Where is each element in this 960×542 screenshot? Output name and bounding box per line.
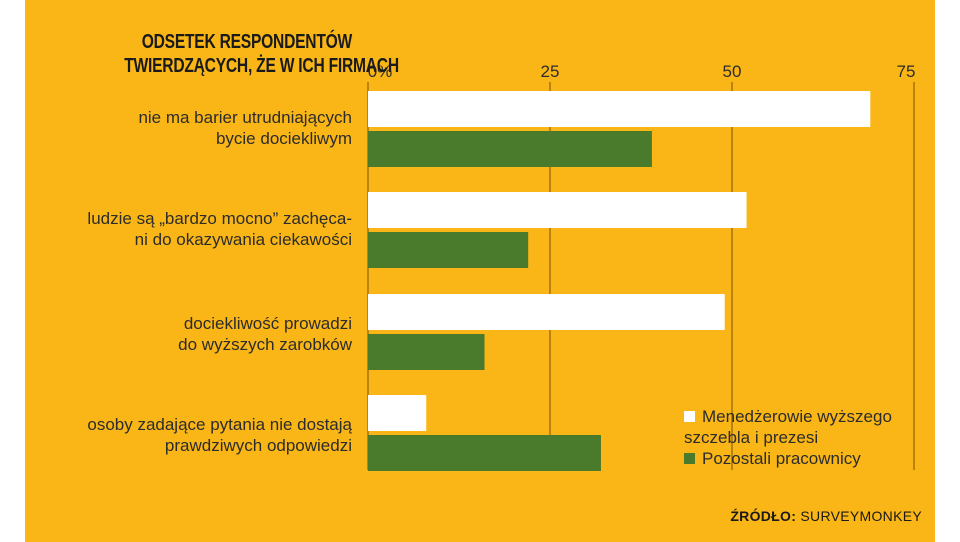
category-label: osoby zadające pytania nie dostają prawd… [22, 414, 352, 456]
legend-swatch [684, 453, 695, 464]
bar-managers [368, 192, 747, 228]
bar-employees [368, 131, 652, 167]
source-text: SURVEYMONKEY [800, 508, 922, 524]
legend-label: szczebla i prezesi [684, 428, 819, 447]
chart-legend: Menedżerowie wyższego szczebla i prezesi… [684, 406, 924, 469]
category-label: dociekliwość prowadzi do wyższych zarobk… [22, 313, 352, 355]
chart-title-line-1: ODSETEK RESPONDENTÓW [141, 31, 353, 53]
bar-managers [368, 395, 427, 431]
category-label-line: ni do okazywania ciekawości [134, 230, 352, 249]
source-label: ŹRÓDŁO: [730, 508, 797, 524]
x-tick-label: 50 [723, 62, 742, 81]
legend-item: Pozostali pracownicy [684, 448, 924, 469]
x-tick-label: 25 [541, 62, 560, 81]
bar-employees [368, 232, 529, 268]
legend-label: Menedżerowie wyższego [702, 407, 892, 426]
x-tick-label: 0% [368, 62, 393, 81]
bar-managers [368, 91, 871, 127]
bar-employees [368, 435, 601, 471]
category-label-line: ludzie są „bardzo mocno” zachęca- [87, 209, 352, 228]
legend-item: Menedżerowie wyższego [684, 406, 924, 427]
category-label-line: bycie dociekliwym [215, 129, 352, 148]
legend-swatch [684, 411, 695, 422]
bar-employees [368, 334, 485, 370]
legend-label: Pozostali pracownicy [702, 449, 861, 468]
category-label-line: osoby zadające pytania nie dostają [87, 415, 352, 434]
bar-managers [368, 294, 725, 330]
chart-title-line-2: TWIERDZĄCYCH, ŻE W ICH FIRMACH [124, 55, 399, 77]
category-label-line: do wyższych zarobków [178, 335, 352, 354]
category-label: ludzie są „bardzo mocno” zachęca- ni do … [22, 208, 352, 250]
source-note: ŹRÓDŁO: SURVEYMONKEY [730, 508, 922, 524]
category-label-line: prawdziwych odpowiedzi [164, 436, 352, 455]
chart-title: ODSETEK RESPONDENTÓW TWIERDZĄCYCH, ŻE W … [124, 30, 399, 78]
category-label: nie ma barier utrudniających bycie docie… [22, 107, 352, 149]
x-tick-label: 75 [897, 62, 916, 81]
category-label-line: nie ma barier utrudniających [138, 108, 352, 127]
category-label-line: dociekliwość prowadzi [183, 314, 352, 333]
